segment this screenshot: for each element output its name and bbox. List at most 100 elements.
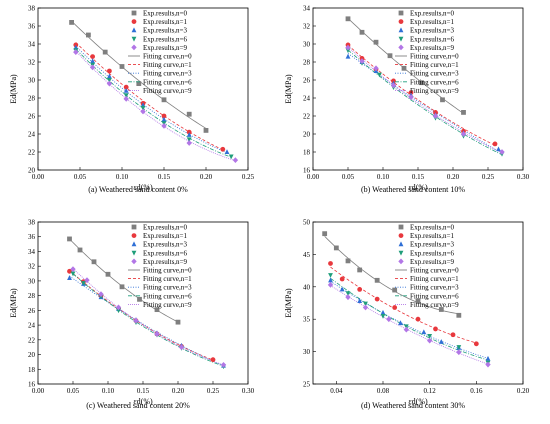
data-point-n3 xyxy=(496,146,501,152)
data-point-n1 xyxy=(90,54,95,59)
data-point-n9 xyxy=(161,123,167,129)
y-tick-label: 34 xyxy=(303,5,311,13)
panel-caption: (a) Weathered sand content 0% xyxy=(88,185,188,194)
data-point-n9 xyxy=(186,140,192,146)
data-point-n6 xyxy=(107,78,112,83)
data-point-n0 xyxy=(86,32,91,38)
x-tick-label: 0.25 xyxy=(207,387,220,395)
legend-marker-n3 xyxy=(131,27,137,33)
x-tick-label: 0.10 xyxy=(377,173,390,181)
data-point-n9 xyxy=(98,291,104,298)
y-tick-label: 38 xyxy=(28,219,36,227)
data-point-n3 xyxy=(67,275,72,280)
x-tick-label: 0.25 xyxy=(482,173,495,181)
legend-label: Fitting curve,n=1 xyxy=(410,275,459,283)
x-tick-label: 0.15 xyxy=(158,173,171,181)
legend-label: Fitting curve,n=9 xyxy=(410,87,459,95)
y-tick-label: 50 xyxy=(303,219,311,227)
legend-label: Fitting curve,n=3 xyxy=(410,70,459,78)
y-tick-label: 45 xyxy=(303,251,311,259)
fitting-curve-n6 xyxy=(75,48,232,158)
legend-marker-n9 xyxy=(398,258,404,265)
chart-panel-3: 0.00 0.05 0.10 0.15 0.20 0.25 0.30 16 18 20 22 24 26… xyxy=(9,219,255,411)
y-tick-label: 34 xyxy=(28,41,36,49)
data-point-n9 xyxy=(327,281,334,288)
data-point-n0 xyxy=(102,49,108,55)
y-tick-label: 30 xyxy=(28,77,36,85)
y-axis-label: Ed(MPa) xyxy=(9,74,18,104)
data-point-n3 xyxy=(380,309,386,315)
legend-marker-n1 xyxy=(398,19,404,24)
x-tick-label: 0.12 xyxy=(424,387,437,395)
data-point-n0 xyxy=(438,307,444,312)
data-point-n0 xyxy=(119,64,125,69)
data-point-n9 xyxy=(359,58,365,64)
panel-caption: (c) Weathered sand content 20% xyxy=(86,401,190,410)
data-point-n1 xyxy=(450,332,456,338)
data-point-n0 xyxy=(119,284,125,290)
legend-marker-n1 xyxy=(131,19,137,24)
data-point-n6 xyxy=(377,72,382,78)
data-point-n9 xyxy=(386,316,392,323)
x-tick-label: 0.10 xyxy=(102,387,115,395)
data-point-n0 xyxy=(357,267,363,273)
data-point-n0 xyxy=(359,29,365,35)
data-point-n3 xyxy=(485,355,491,361)
data-point-n3 xyxy=(398,320,403,326)
data-point-n9 xyxy=(390,82,397,89)
data-point-n9 xyxy=(460,131,467,137)
y-tick-label: 26 xyxy=(28,307,36,315)
data-point-n1 xyxy=(339,276,345,282)
data-point-n1 xyxy=(220,146,226,152)
y-tick-label: 26 xyxy=(303,77,311,85)
legend-marker-n3 xyxy=(131,241,137,247)
data-point-n6 xyxy=(70,271,76,277)
data-point-n9 xyxy=(456,349,462,356)
legend-label: Fitting curve,n=0 xyxy=(143,267,192,275)
legend-label: Exp.results,n=3 xyxy=(410,241,454,249)
legend-label: Exp.results,n=1 xyxy=(410,232,454,240)
data-point-n0 xyxy=(91,259,97,265)
data-point-n0 xyxy=(374,277,380,283)
x-tick-label: 0.30 xyxy=(242,387,255,395)
legend-marker-n1 xyxy=(398,233,404,239)
data-point-n9 xyxy=(345,294,351,301)
data-point-n9 xyxy=(70,266,76,273)
data-point-n0 xyxy=(69,20,74,25)
data-point-n6 xyxy=(345,291,351,297)
fitting-curve-n9 xyxy=(72,268,224,366)
fitting-curve-n3 xyxy=(69,275,224,367)
fitting-curve-n6 xyxy=(347,49,503,156)
legend-marker-n1 xyxy=(131,233,137,239)
legend-marker-n6 xyxy=(398,250,404,256)
data-point-n3 xyxy=(224,149,230,154)
y-tick-label: 36 xyxy=(28,23,36,31)
legend-label: Exp.results,n=0 xyxy=(410,10,454,18)
data-point-n9 xyxy=(403,326,410,333)
data-point-n3 xyxy=(339,286,345,292)
y-tick-label: 30 xyxy=(303,348,311,356)
legend-label: Fitting curve,n=6 xyxy=(143,78,192,86)
legend-marker-n9 xyxy=(398,44,404,51)
legend-label: Exp.results,n=9 xyxy=(410,44,454,52)
data-point-n0 xyxy=(387,53,393,59)
data-point-n3 xyxy=(107,73,112,79)
data-point-n0 xyxy=(105,271,111,277)
data-point-n3 xyxy=(357,298,363,304)
data-point-n6 xyxy=(228,154,234,160)
chart-panel-4: 0.04 0.08 0.12 0.16 0.20 25 30 35 40 45 50 εd(%) Ed(… xyxy=(284,219,530,411)
legend: Exp.results,n=0Exp.results,n=1Exp.result… xyxy=(395,10,459,95)
legend-label: Exp.results,n=9 xyxy=(143,258,187,266)
x-tick-label: 0.20 xyxy=(172,387,185,395)
data-point-n1 xyxy=(374,296,380,302)
data-point-n1 xyxy=(433,326,438,332)
data-point-n0 xyxy=(456,312,462,318)
x-axis-label: εd(%) xyxy=(133,183,153,192)
data-point-n1 xyxy=(123,84,129,90)
legend-label: Exp.results,n=0 xyxy=(410,224,454,232)
data-point-n9 xyxy=(485,361,491,368)
data-point-n9 xyxy=(115,304,122,311)
legend-label: Exp.results,n=3 xyxy=(410,27,454,35)
x-tick-label: 0.30 xyxy=(517,173,530,181)
legend-marker-n0 xyxy=(131,10,137,16)
